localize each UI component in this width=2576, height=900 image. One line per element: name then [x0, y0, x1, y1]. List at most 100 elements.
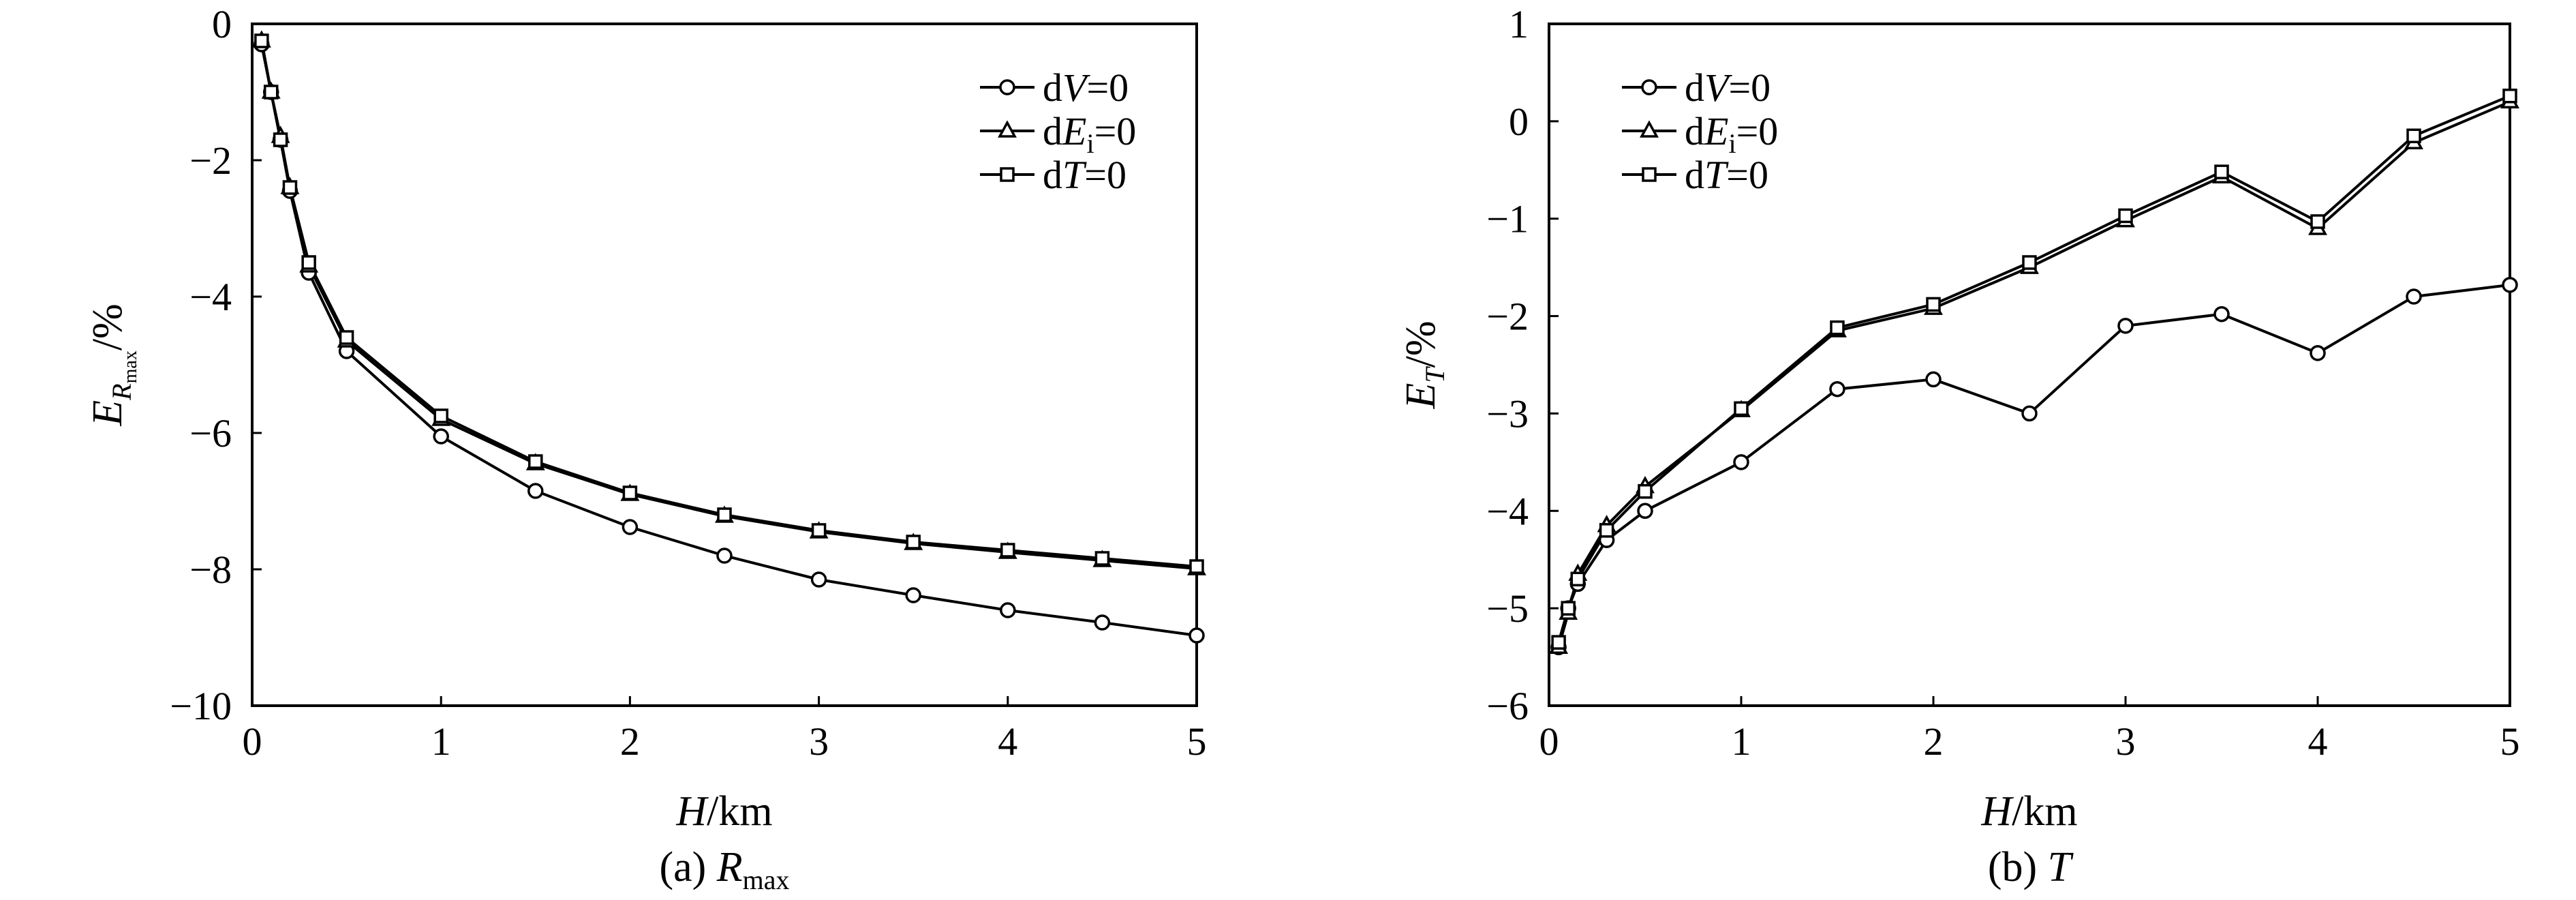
legend-marker-b-1	[1640, 120, 1659, 138]
xtick-label-b-4: 4	[2308, 719, 2328, 764]
legend-label-b-0: dV=0	[1685, 65, 1770, 110]
ylabel-a-sub2: max	[120, 350, 141, 383]
xlabel-b: H/km	[1980, 788, 2077, 835]
ylabel-b-tail: /%	[1398, 321, 1444, 368]
point-b-0-6	[1829, 380, 1845, 397]
point-a-0-11	[905, 587, 921, 603]
caption-b-prefix: (b)	[1988, 844, 2048, 890]
ytick-label-a-1: −2	[189, 138, 232, 183]
ytick-label-b-6: −5	[1486, 586, 1529, 631]
xlabel-b-tail: /km	[2012, 788, 2077, 835]
point-a-0-13	[1094, 614, 1111, 631]
ytick-label-b-4: −3	[1486, 391, 1529, 436]
point-b-2-11	[2310, 214, 2325, 229]
point-a-2-14	[1189, 559, 1204, 574]
chart-b: 0 1 2 3 4 510−1−2−3−4−5−6 ET/% H/km (b) T dV=…	[1398, 2, 2520, 890]
xtick-label-b-5: 5	[2500, 719, 2520, 764]
point-a-0-9	[716, 548, 733, 564]
xlabel-a-tail: /km	[707, 788, 772, 835]
point-b-0-12	[2406, 288, 2422, 305]
xtick-label-a-2: 2	[620, 719, 640, 764]
point-a-2-13	[1094, 551, 1110, 566]
point-b-0-9	[2117, 318, 2134, 334]
legend-label-b-2: dT=0	[1685, 153, 1768, 197]
ytick-label-b-0: 1	[1509, 2, 1529, 46]
point-a-2-0	[254, 33, 269, 48]
point-b-2-10	[2214, 164, 2229, 179]
caption-a-sub: max	[743, 865, 790, 895]
point-b-2-6	[1830, 320, 1845, 335]
point-a-2-8	[622, 485, 638, 500]
ylabel-a-main: E	[85, 400, 131, 427]
legend-label-a-2: dT=0	[1043, 153, 1126, 197]
point-b-0-13	[2502, 277, 2518, 293]
ylabel-b-sub1: T	[1420, 366, 1450, 383]
point-b-2-13	[2502, 88, 2517, 104]
series-line-b-0	[1557, 283, 2511, 648]
point-b-2-5	[1734, 401, 1749, 417]
caption-a-prefix: (a)	[659, 844, 716, 890]
caption-a: (a) Rmax	[659, 844, 789, 895]
point-b-0-7	[1925, 371, 1942, 388]
point-a-2-4	[301, 255, 316, 270]
point-b-2-1	[1561, 601, 1576, 616]
point-a-2-12	[1000, 543, 1015, 558]
plot-frame-b	[1548, 22, 2511, 707]
ytick-label-b-7: −6	[1486, 684, 1529, 728]
xtick-label-b-2: 2	[1924, 719, 1944, 764]
caption-b-main: T	[2048, 844, 2074, 890]
legend-marker-b-2	[1642, 167, 1657, 182]
point-a-2-2	[273, 132, 288, 147]
point-a-2-9	[717, 507, 732, 522]
point-a-0-7	[527, 483, 544, 499]
point-a-2-5	[339, 330, 354, 345]
xtick-label-a-3: 3	[809, 719, 829, 764]
point-a-0-6	[433, 428, 449, 445]
legend-label-a-1: dEi=0	[1043, 109, 1136, 159]
point-b-2-8	[2022, 255, 2037, 270]
point-b-0-4	[1637, 502, 1653, 520]
point-b-0-8	[2021, 405, 2038, 422]
caption-b: (b) T	[1988, 844, 2074, 890]
ylabel-b: ET/%	[1398, 321, 1450, 410]
point-b-2-7	[1926, 297, 1941, 312]
point-a-2-10	[811, 523, 827, 538]
ytick-label-a-3: −6	[189, 411, 232, 455]
xtick-label-b-0: 0	[1539, 719, 1559, 764]
ytick-label-a-5: −10	[170, 684, 232, 728]
point-b-2-9	[2118, 208, 2133, 224]
legend-marker-b-0	[1641, 79, 1657, 95]
point-b-2-2	[1570, 571, 1586, 587]
ylabel-b-main: E	[1398, 383, 1444, 410]
legend-marker-a-2	[1000, 167, 1015, 182]
caption-a-main: R	[716, 844, 743, 890]
point-a-2-3	[282, 180, 298, 195]
point-a-0-8	[622, 519, 639, 535]
plot-frame-a	[251, 22, 1198, 707]
point-a-0-14	[1189, 627, 1205, 644]
point-b-0-5	[1733, 454, 1749, 470]
ytick-label-b-3: −2	[1486, 295, 1529, 339]
chart-a: 0 1 2 3 4 50−2−4−6−8−10 ERmax/% H/km (a) Rmax…	[85, 2, 1207, 895]
point-b-0-10	[2213, 305, 2230, 322]
point-b-2-3	[1599, 523, 1614, 538]
point-a-0-12	[1000, 602, 1016, 618]
series-line-b-1	[1557, 100, 2511, 648]
xtick-label-a-1: 1	[431, 719, 451, 764]
series-group-b	[1549, 88, 2519, 656]
point-a-2-11	[906, 535, 921, 550]
tick-group-b: 0 1 2 3 4 5 1 0 −1 −2 −3 −4 −5 −6	[1486, 2, 2519, 764]
point-a-0-10	[810, 571, 827, 588]
xtick-label-a-0: 0	[243, 719, 262, 764]
ylabel-a-tail: /%	[85, 303, 131, 350]
ytick-label-b-5: −4	[1486, 489, 1529, 533]
tick-group-a: 0 1 2 3 4 5 0 −2 −4 −6 −8 −10	[170, 2, 1206, 764]
legend-marker-a-0	[999, 79, 1015, 95]
xtick-label-b-1: 1	[1732, 719, 1751, 764]
xtick-label-b-3: 3	[2116, 719, 2136, 764]
point-a-2-7	[528, 454, 543, 469]
ylabel-a-sub1: R	[106, 383, 137, 400]
